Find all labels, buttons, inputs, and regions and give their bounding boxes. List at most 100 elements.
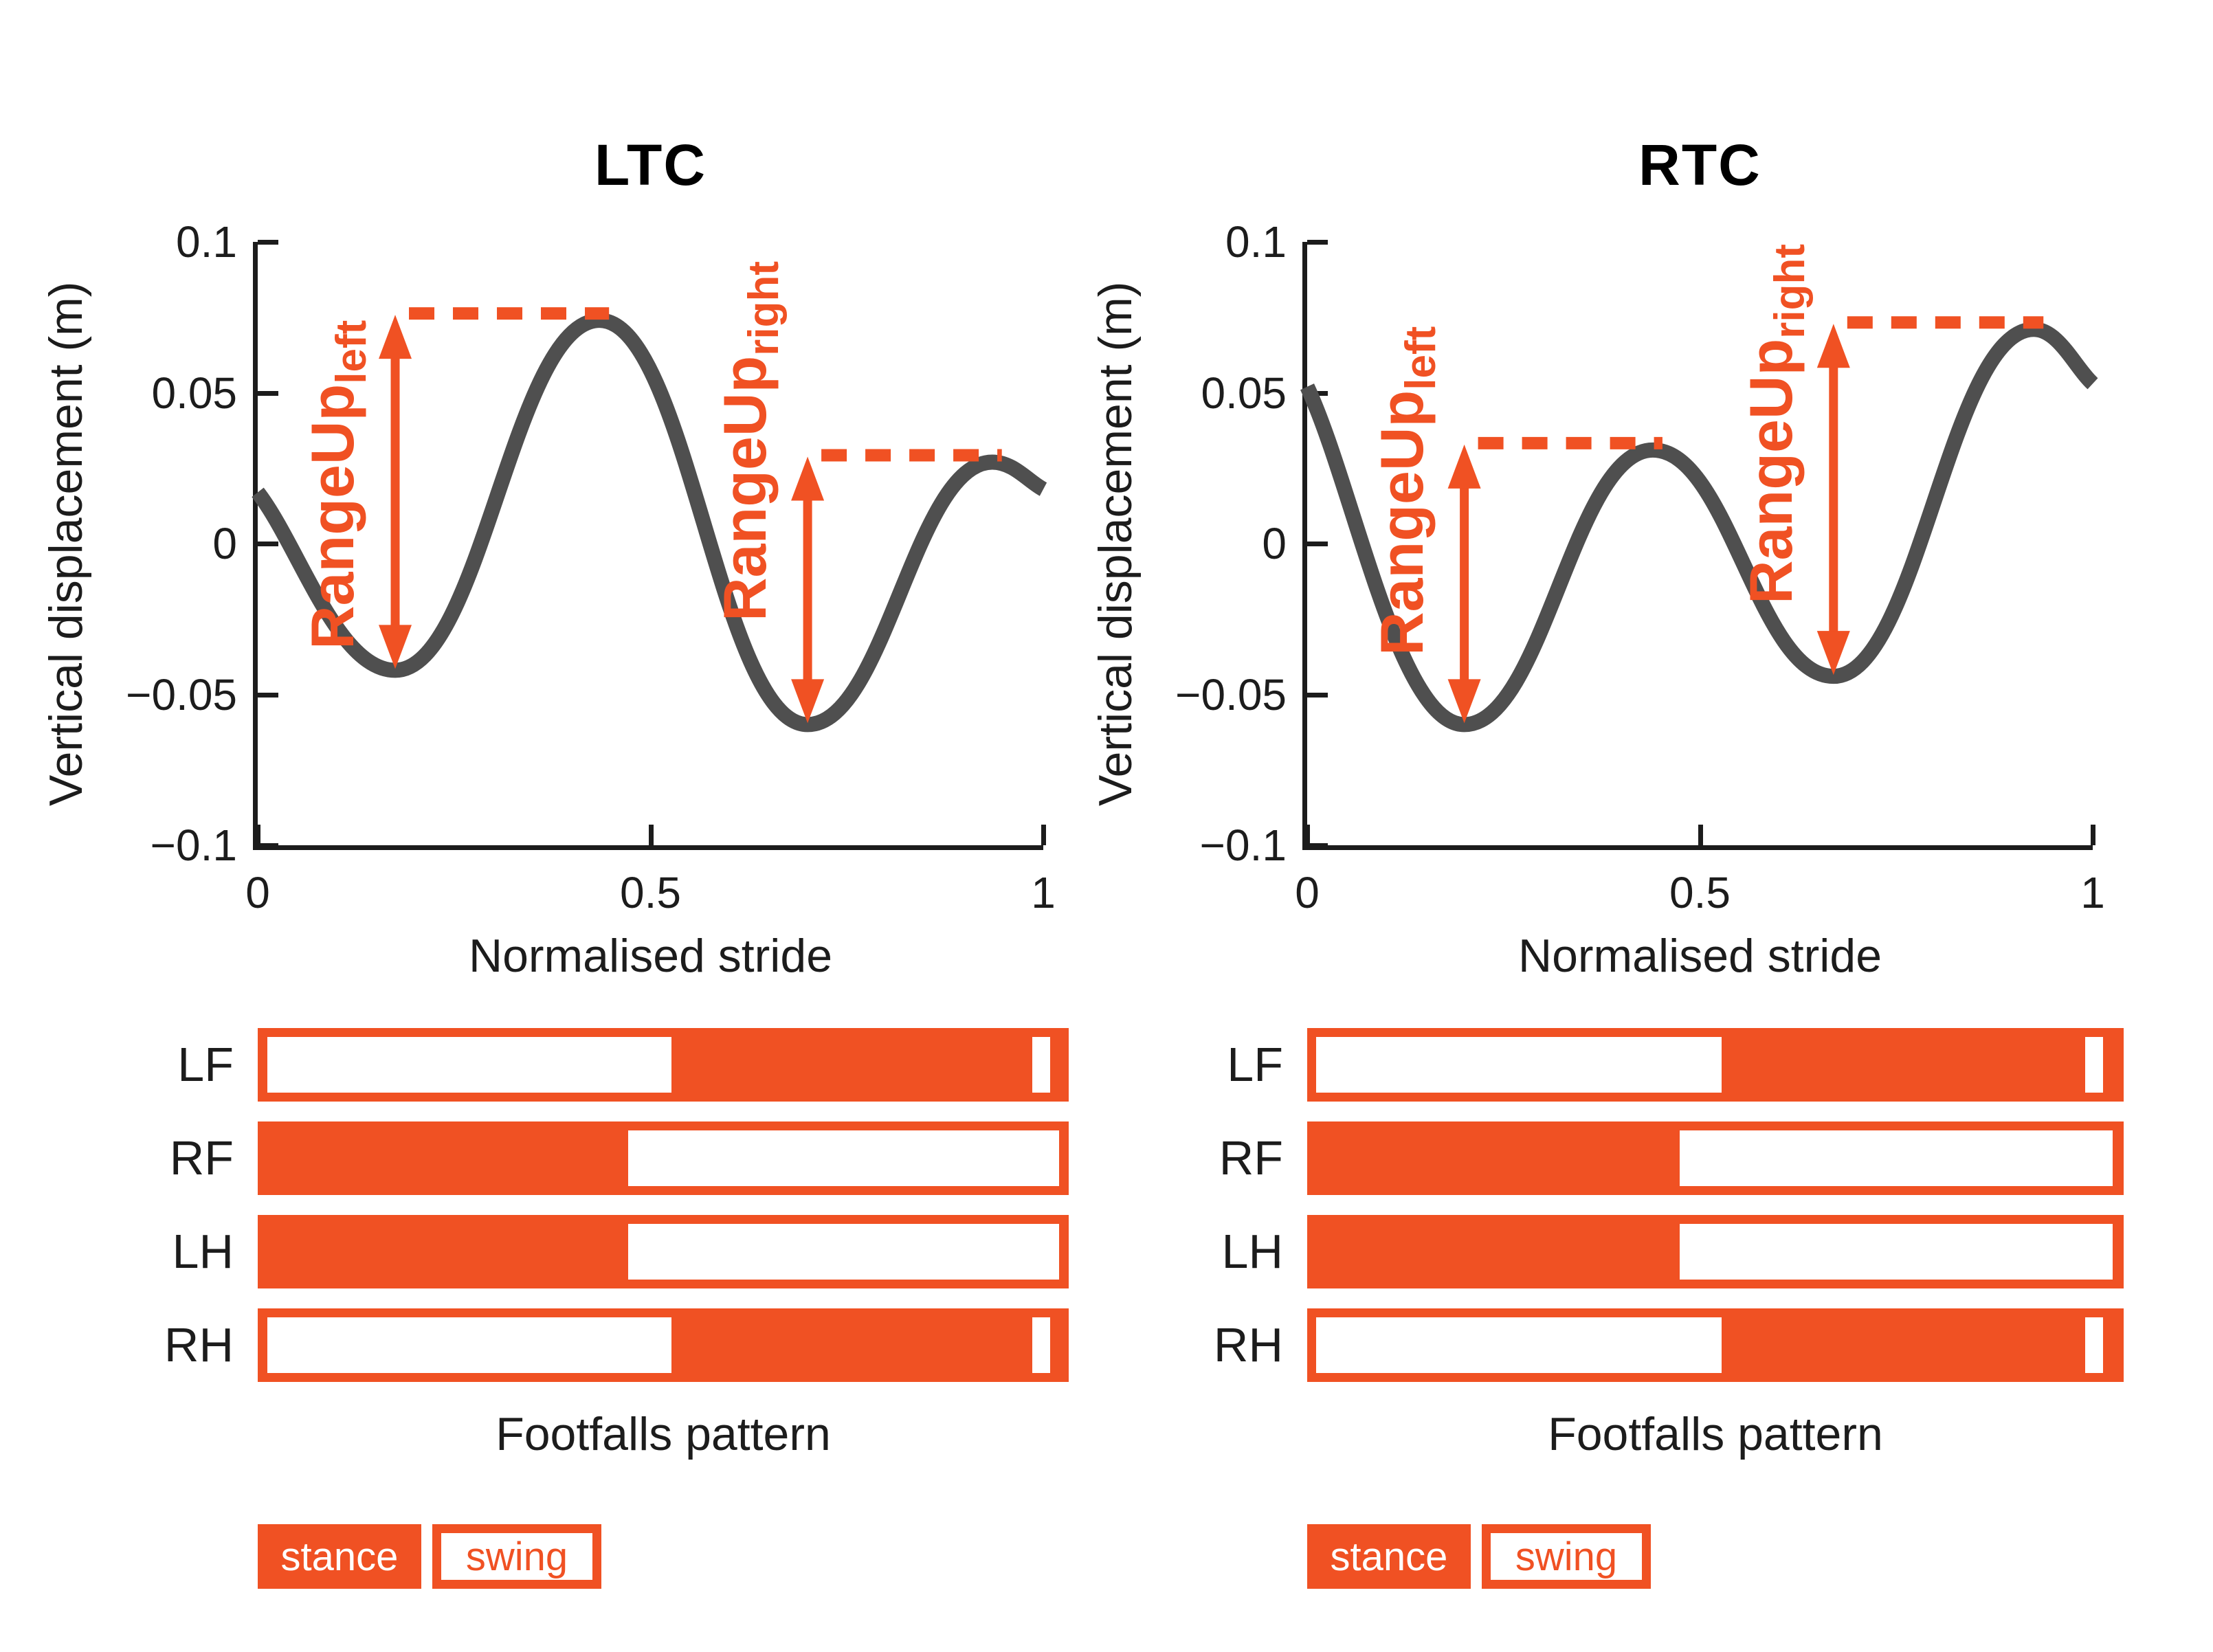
swing-segment bbox=[628, 1224, 1059, 1280]
footfall-row-label-rf: RF bbox=[1219, 1131, 1283, 1185]
footfall-bar-lh bbox=[258, 1215, 1069, 1288]
swing-segment bbox=[1680, 1130, 2113, 1186]
legend-stance-rtc: stance bbox=[1307, 1524, 1471, 1589]
y-tick bbox=[258, 240, 278, 245]
x-tick-label: 0.5 bbox=[620, 868, 681, 917]
axis-spine-left bbox=[1302, 242, 1307, 850]
swing-segment bbox=[267, 1317, 671, 1373]
arrow-up-head-icon bbox=[791, 456, 825, 501]
swing-segment bbox=[628, 1130, 1059, 1186]
arrow-down-head-icon bbox=[379, 625, 412, 669]
legend-swing-ltc: swing bbox=[432, 1524, 601, 1589]
arrow-up-head-icon bbox=[379, 315, 412, 359]
rangeup-label-left: RangeUpleft bbox=[1367, 326, 1456, 656]
footfall-row-label-lh: LH bbox=[172, 1225, 234, 1278]
axis-spine-bottom bbox=[253, 845, 1043, 850]
swing-segment bbox=[1032, 1037, 1050, 1093]
rangeup-label-right: RangeUpright bbox=[1736, 244, 1825, 604]
y-tick-label: 0.05 bbox=[1201, 368, 1287, 418]
rangeup-label-subscript: left bbox=[1397, 326, 1445, 391]
footfall-bar-lf bbox=[1307, 1028, 2124, 1102]
y-tick bbox=[1307, 542, 1328, 546]
footfall-bar-rf bbox=[258, 1121, 1069, 1195]
y-tick bbox=[1307, 692, 1328, 697]
displacement-curve bbox=[1300, 322, 2098, 733]
x-axis-label-rtc: Normalised stride bbox=[1517, 930, 1882, 982]
swing-segment bbox=[2085, 1317, 2103, 1373]
x-tick bbox=[256, 825, 260, 845]
y-tick-label: 0.1 bbox=[1225, 217, 1287, 267]
footfalls-title-ltc: Footfalls pattern bbox=[496, 1408, 831, 1460]
x-tick-label: 1 bbox=[1031, 868, 1056, 917]
swing-segment bbox=[267, 1037, 671, 1093]
swing-segment bbox=[1316, 1037, 1722, 1093]
displacement-plot-rtc bbox=[1300, 316, 2098, 733]
x-tick bbox=[648, 825, 654, 845]
arrow-up-head-icon bbox=[1447, 444, 1481, 489]
y-tick-label: −0.05 bbox=[126, 669, 237, 719]
y-tick bbox=[258, 542, 278, 546]
rangeup-label-subscript: right bbox=[1766, 244, 1814, 339]
axis-spine-left bbox=[253, 242, 258, 850]
legend-stance-label: stance bbox=[280, 1534, 399, 1579]
footfall-row-label-rh: RH bbox=[164, 1318, 234, 1372]
rangeup-annotation-left bbox=[379, 307, 610, 669]
x-tick bbox=[2091, 825, 2095, 845]
footfall-row-label-lf: LF bbox=[1227, 1038, 1283, 1091]
y-tick bbox=[258, 843, 278, 848]
x-axis-label-ltc: Normalised stride bbox=[468, 930, 833, 982]
displacement-plot-ltc bbox=[252, 307, 1047, 733]
y-tick-label: 0 bbox=[212, 519, 237, 568]
x-tick bbox=[1305, 825, 1310, 845]
x-tick bbox=[1041, 825, 1046, 845]
swing-segment bbox=[1680, 1224, 2113, 1280]
rangeup-label-main: RangeUp bbox=[298, 384, 367, 650]
x-tick-label: 1 bbox=[2080, 868, 2105, 917]
x-tick bbox=[1698, 825, 1703, 845]
footfall-row-label-lf: LF bbox=[177, 1038, 234, 1091]
y-tick-label: −0.1 bbox=[1199, 821, 1287, 870]
rangeup-label-main: RangeUp bbox=[711, 356, 779, 622]
displacement-curve bbox=[252, 313, 1047, 733]
legend-swing-label: swing bbox=[465, 1534, 568, 1579]
y-tick-label: 0 bbox=[1262, 519, 1287, 568]
rangeup-annotation-left bbox=[1447, 436, 1662, 724]
swing-segment bbox=[1032, 1317, 1050, 1373]
y-tick bbox=[258, 692, 278, 697]
rangeup-label-left: RangeUpleft bbox=[298, 320, 387, 649]
y-tick-label: −0.1 bbox=[150, 821, 237, 870]
footfalls-title-rtc: Footfalls pattern bbox=[1548, 1408, 1883, 1460]
footfall-bar-rh bbox=[1307, 1308, 2124, 1382]
footfall-bar-rf bbox=[1307, 1121, 2124, 1195]
arrow-up-head-icon bbox=[1816, 324, 1850, 368]
y-tick bbox=[1307, 240, 1328, 245]
footfall-bar-lf bbox=[258, 1028, 1069, 1102]
legend-swing-rtc: swing bbox=[1482, 1524, 1651, 1589]
rangeup-label-right: RangeUpright bbox=[710, 261, 799, 621]
rangeup-annotation-right bbox=[1816, 316, 2044, 676]
x-tick-label: 0 bbox=[245, 868, 270, 917]
footfall-bar-lh bbox=[1307, 1215, 2124, 1288]
panel-title-ltc: LTC bbox=[594, 133, 707, 197]
swing-segment bbox=[1316, 1317, 1722, 1373]
rangeup-label-subscript: right bbox=[740, 261, 788, 357]
footfall-row-label-rh: RH bbox=[1213, 1318, 1283, 1372]
legend-swing-label: swing bbox=[1515, 1534, 1618, 1579]
rangeup-label-main: RangeUp bbox=[1736, 338, 1805, 605]
x-tick-label: 0 bbox=[1295, 868, 1320, 917]
footfall-bar-rh bbox=[258, 1308, 1069, 1382]
rangeup-label-subscript: left bbox=[328, 320, 376, 385]
arrow-down-head-icon bbox=[791, 679, 825, 724]
arrow-down-head-icon bbox=[1816, 631, 1850, 676]
rangeup-label-main: RangeUp bbox=[1367, 390, 1436, 656]
footfall-row-label-lh: LH bbox=[1221, 1225, 1283, 1278]
y-tick-label: 0.05 bbox=[151, 368, 237, 418]
panel-title-rtc: RTC bbox=[1638, 133, 1761, 197]
y-tick-label: 0.1 bbox=[176, 217, 237, 267]
y-tick bbox=[1307, 843, 1328, 848]
footfall-row-label-rf: RF bbox=[169, 1131, 234, 1185]
arrow-down-head-icon bbox=[1447, 679, 1481, 724]
rangeup-annotation-right bbox=[791, 449, 1002, 724]
legend-stance-ltc: stance bbox=[258, 1524, 421, 1589]
